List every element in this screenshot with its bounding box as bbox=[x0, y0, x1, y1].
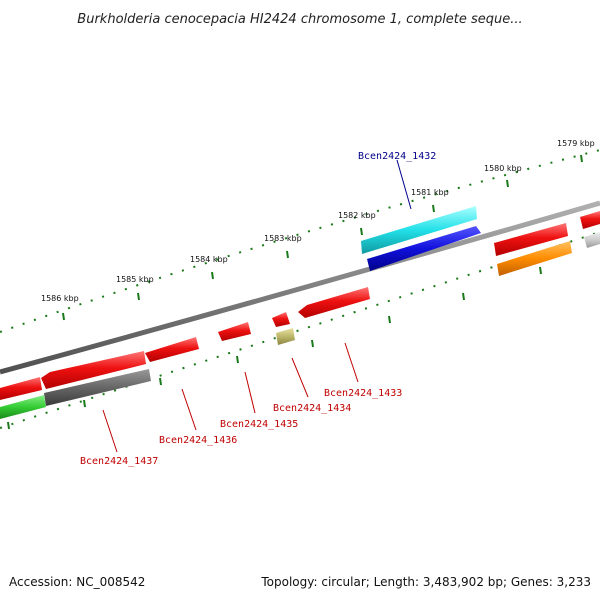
gene-reverse-gray[interactable] bbox=[44, 369, 151, 406]
gene-label-1436[interactable]: Bcen2424_1436 bbox=[159, 435, 237, 446]
label-leader-lines bbox=[102, 159, 412, 453]
gene-label-1435[interactable]: Bcen2424_1435 bbox=[220, 419, 298, 430]
tick-label-1586: 1586 kbp bbox=[41, 294, 79, 303]
gene-forward-2[interactable] bbox=[580, 211, 600, 229]
gene-reverse-blue[interactable] bbox=[367, 226, 481, 271]
accession-text: Accession: NC_008542 bbox=[9, 575, 145, 589]
upper-major-ticks bbox=[62, 154, 583, 321]
gene-bcen2424-1434-b[interactable] bbox=[276, 328, 295, 345]
gene-reverse-orange[interactable] bbox=[497, 241, 572, 276]
gene-bcen2424-1432[interactable] bbox=[361, 206, 477, 254]
tick-label-1579: 1579 kbp bbox=[557, 139, 595, 148]
tick-label-1582: 1582 kbp bbox=[338, 211, 376, 220]
gene-label-1432[interactable]: Bcen2424_1432 bbox=[358, 151, 436, 162]
tick-label-1581: 1581 kbp bbox=[411, 188, 449, 197]
gene-label-1434[interactable]: Bcen2424_1434 bbox=[273, 403, 351, 414]
gene-bcen2424-1436[interactable] bbox=[145, 337, 199, 362]
tick-label-1580: 1580 kbp bbox=[484, 164, 522, 173]
gene-forward-1[interactable] bbox=[494, 223, 568, 256]
reverse-strand-genes bbox=[0, 226, 600, 419]
gene-label-1437[interactable]: Bcen2424_1437 bbox=[80, 456, 158, 467]
gene-forward-3[interactable] bbox=[0, 377, 42, 400]
tick-label-1585: 1585 kbp bbox=[116, 275, 154, 284]
gene-reverse-lightgray[interactable] bbox=[584, 232, 600, 248]
map-title: Burkholderia cenocepacia HI2424 chromoso… bbox=[77, 12, 522, 27]
gene-bcen2424-1433[interactable] bbox=[298, 287, 370, 318]
lower-major-ticks bbox=[7, 266, 542, 430]
topology-summary-text: Topology: circular; Length: 3,483,902 bp… bbox=[260, 575, 591, 589]
gene-bcen2424-1434[interactable] bbox=[272, 312, 290, 327]
tick-label-1583: 1583 kbp bbox=[264, 234, 302, 243]
gene-bcen2424-1437[interactable] bbox=[41, 351, 146, 389]
gene-bcen2424-1435[interactable] bbox=[218, 322, 251, 341]
tick-label-1584: 1584 kbp bbox=[190, 255, 228, 264]
chromosome-backbone bbox=[0, 200, 600, 375]
gene-reverse-green[interactable] bbox=[0, 395, 46, 419]
gene-label-1433[interactable]: Bcen2424_1433 bbox=[324, 388, 402, 399]
forward-strand-genes bbox=[0, 206, 600, 400]
